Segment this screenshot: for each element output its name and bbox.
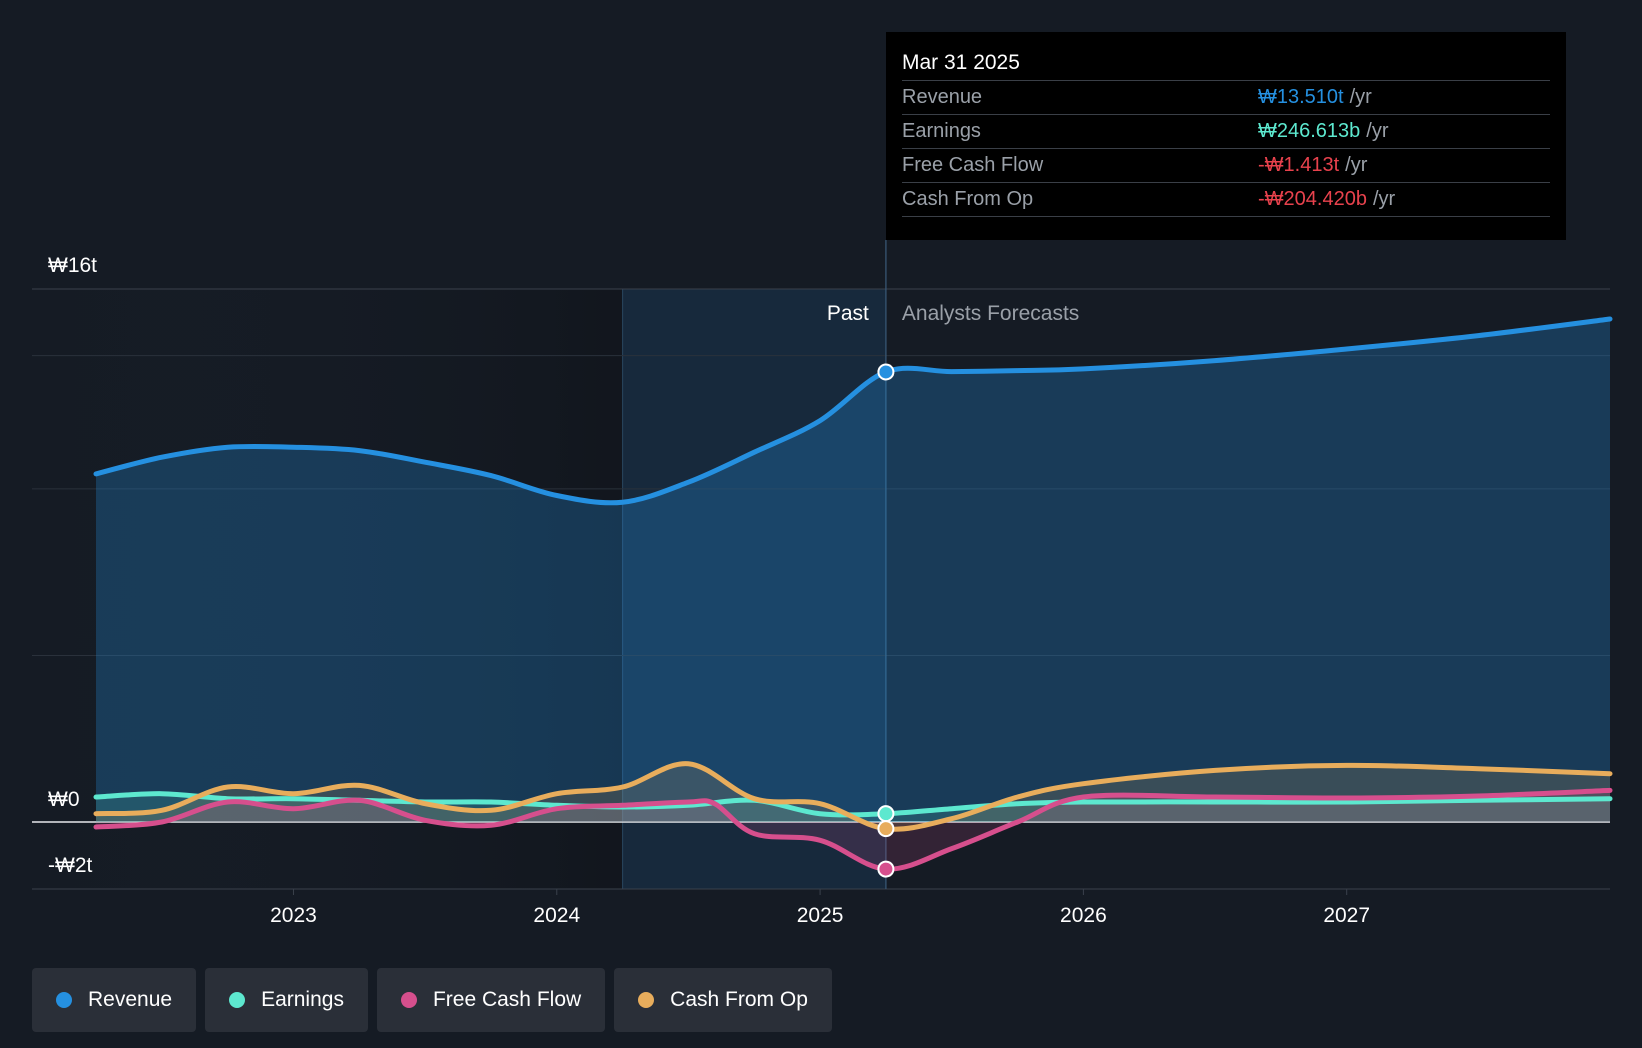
- x-tick-label: 2027: [1323, 904, 1370, 927]
- tooltip-label: Earnings: [902, 120, 981, 142]
- legend-label: Earnings: [261, 988, 344, 1011]
- legend-label: Free Cash Flow: [432, 988, 582, 1011]
- x-tick-label: 2026: [1060, 904, 1107, 927]
- legend: Revenue Earnings Free Cash Flow Cash Fro…: [32, 968, 832, 1032]
- tooltip-row-cash-from-op: Cash From Op -₩204.420b /yr: [902, 182, 1550, 217]
- y-axis-label-zero: ₩0: [48, 788, 80, 811]
- legend-item-cash-from-op[interactable]: Cash From Op: [614, 968, 832, 1032]
- legend-dot-icon: [229, 992, 246, 1008]
- x-tick-label: 2023: [270, 904, 317, 927]
- tooltip-unit: /yr: [1345, 154, 1368, 176]
- tooltip-date: Mar 31 2025: [902, 51, 1020, 74]
- cash-from-op-point: [877, 820, 895, 838]
- legend-item-earnings[interactable]: Earnings: [205, 968, 368, 1032]
- free-cash-flow-line: [93, 787, 1613, 872]
- tooltip-unit: /yr: [1366, 120, 1389, 142]
- revenue-point: [877, 363, 895, 381]
- x-tick-label: 2024: [533, 904, 580, 927]
- tooltip-row-revenue: Revenue ₩13.510t /yr: [902, 80, 1550, 114]
- legend-dot-icon: [400, 992, 417, 1008]
- tooltip-unit: /yr: [1372, 188, 1396, 210]
- tooltip-row-free-cash-flow: Free Cash Flow -₩1.413t /yr: [902, 148, 1550, 182]
- earnings-point: [877, 805, 895, 823]
- tooltip-row-earnings: Earnings ₩246.613b /yr: [902, 114, 1550, 148]
- highlight-band: [622, 289, 886, 889]
- legend-label: Cash From Op: [670, 988, 808, 1011]
- legend-dot-icon: [56, 992, 72, 1008]
- tooltip-unit: /yr: [1349, 86, 1372, 108]
- revenue-line: [93, 316, 1613, 506]
- legend-label: Revenue: [88, 988, 173, 1011]
- tooltip-value: ₩13.510t: [1258, 86, 1344, 108]
- legend-item-revenue[interactable]: Revenue: [32, 968, 197, 1032]
- forecast-label: Analysts Forecasts: [902, 302, 1079, 325]
- tooltip-value: -₩1.413t: [1258, 154, 1340, 176]
- tooltip-value: ₩246.613b: [1258, 120, 1361, 142]
- free-cash-flow-point: [877, 860, 895, 878]
- legend-dot-icon: [638, 992, 655, 1008]
- earnings-area: [96, 793, 1610, 822]
- y-axis-label-bottom: -₩2t: [48, 854, 92, 877]
- revenue-area: [96, 319, 1610, 822]
- tooltip-label: Free Cash Flow: [902, 154, 1044, 176]
- free-cash-flow-area: [96, 790, 1610, 870]
- tooltip-value: -₩204.420b: [1258, 188, 1367, 210]
- tooltip-label: Revenue: [902, 86, 983, 108]
- y-axis-label-top: ₩16t: [48, 254, 97, 277]
- x-tick-label: 2025: [797, 904, 844, 927]
- tooltip: Mar 31 2025 Revenue ₩13.510t /yr Earning…: [886, 32, 1566, 240]
- legend-item-free-cash-flow[interactable]: Free Cash Flow: [376, 968, 606, 1032]
- past-label: Past: [827, 302, 869, 325]
- tooltip-label: Cash From Op: [902, 188, 1034, 210]
- cash-from-op-line: [93, 761, 1613, 832]
